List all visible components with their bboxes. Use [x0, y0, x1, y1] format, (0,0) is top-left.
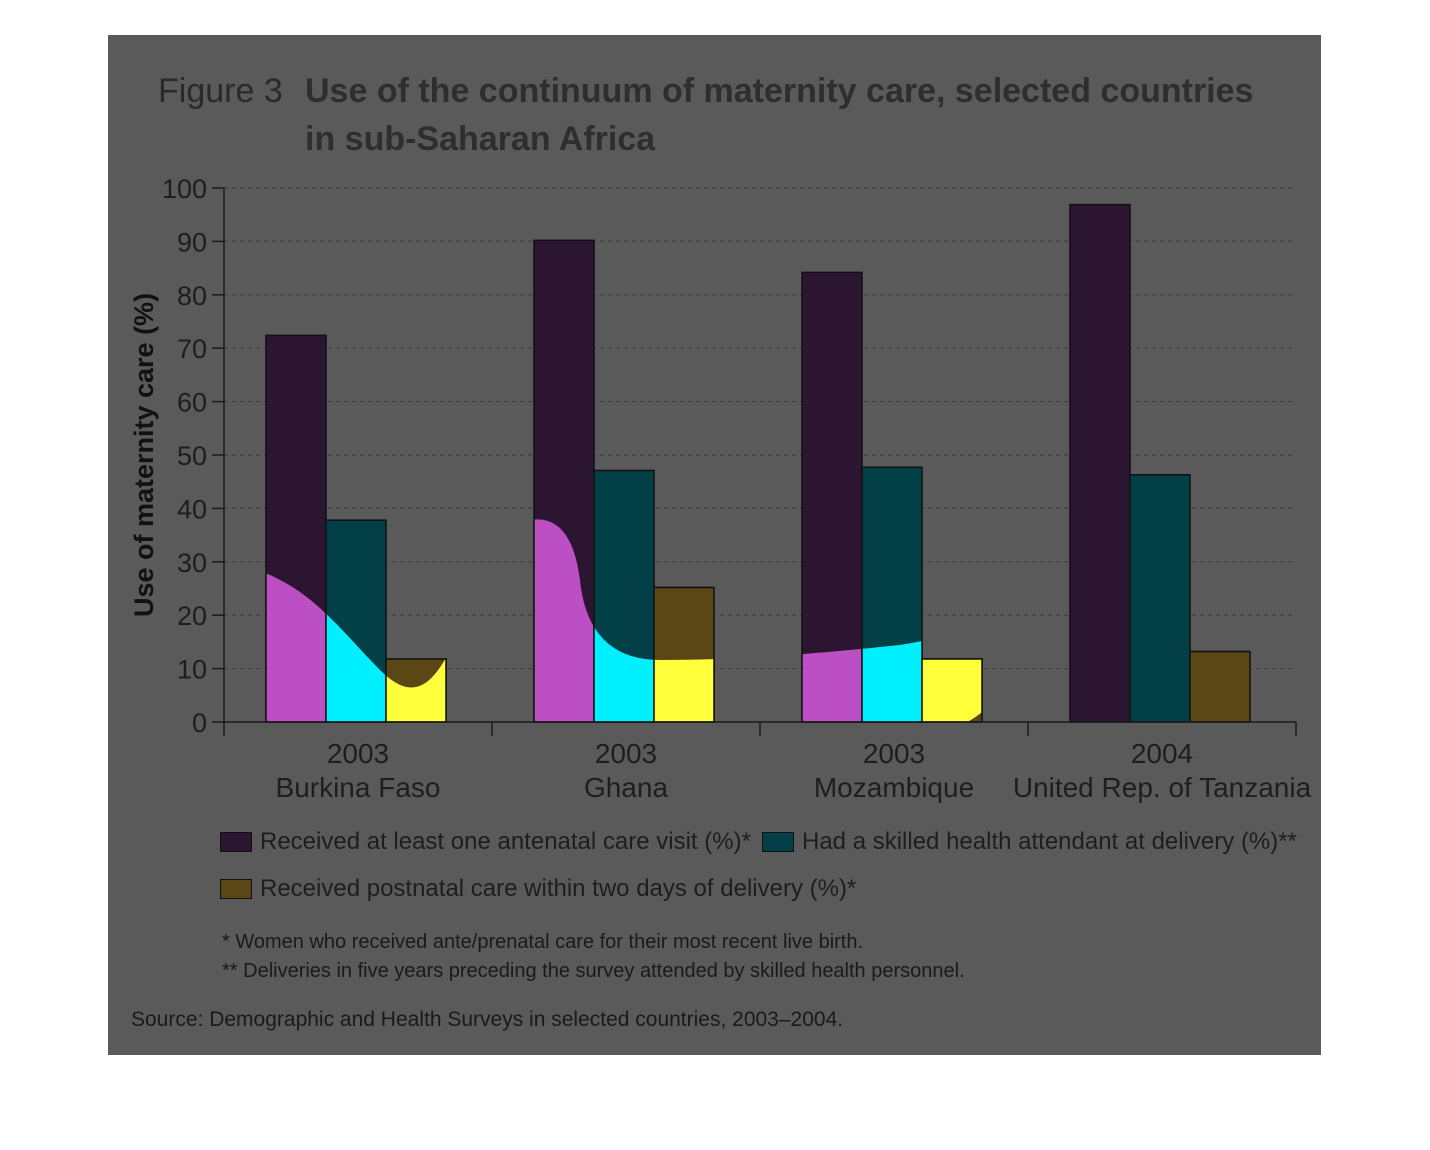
y-tick-label-70: 70: [177, 334, 207, 364]
y-tick-label-20: 20: [177, 601, 207, 631]
legend-item-antenatal: Received at least one antenatal care vis…: [220, 828, 751, 856]
y-tick-label-80: 80: [177, 281, 207, 311]
x-label-country-3: United Rep. of Tanzania: [1013, 772, 1312, 803]
y-tick-label-30: 30: [177, 548, 207, 578]
y-tick-label-40: 40: [177, 494, 207, 524]
x-label-year-0: 2003: [327, 738, 389, 769]
y-tick-label-0: 0: [192, 708, 207, 738]
chart-title-line2: in sub-Saharan Africa: [305, 120, 656, 158]
x-label-year-2: 2003: [863, 738, 925, 769]
x-label-country-0: Burkina Faso: [276, 772, 441, 803]
bar-postnatal-3: [1189, 650, 1251, 723]
legend-label-postnatal: Received postnatal care within two days …: [260, 875, 857, 902]
x-label-country-2: Mozambique: [814, 772, 974, 803]
legend-swatch-antenatal: [220, 832, 252, 852]
bar-highlight-2-2: [921, 658, 983, 723]
legend-item-postnatal: Received postnatal care within two days …: [220, 875, 856, 903]
bar-antenatal-2: [801, 271, 863, 723]
y-tick-label-10: 10: [177, 655, 207, 685]
y-tick-label-90: 90: [177, 227, 207, 257]
x-label-country-1: Ghana: [584, 772, 668, 803]
y-tick-label-60: 60: [177, 388, 207, 418]
footnote-skilled-attendant: ** Deliveries in five years preceding th…: [222, 960, 965, 982]
legend-item-skilled-attendant: Had a skilled health attendant at delive…: [762, 828, 1297, 856]
source-note: Source: Demographic and Health Surveys i…: [131, 1008, 844, 1031]
figure-label: Figure 3: [158, 72, 283, 110]
x-label-year-1: 2003: [595, 738, 657, 769]
bar-skilled-attendant-3: [1129, 474, 1191, 723]
footnote-antenatal: * Women who received ante/prenatal care …: [222, 931, 864, 953]
legend-label-antenatal: Received at least one antenatal care vis…: [260, 828, 751, 855]
legend-swatch-skilled-attendant: [762, 832, 794, 852]
y-tick-label-100: 100: [162, 174, 207, 204]
legend-swatch-postnatal: [220, 879, 252, 899]
x-label-year-3: 2004: [1131, 738, 1193, 769]
chart-title-line1: Use of the continuum of maternity care, …: [305, 72, 1254, 110]
legend-label-skilled-attendant: Had a skilled health attendant at delive…: [802, 828, 1297, 855]
y-tick-label-50: 50: [177, 441, 207, 471]
bar-antenatal-3: [1069, 203, 1131, 723]
y-axis-title: Use of maternity care (%): [129, 293, 159, 617]
